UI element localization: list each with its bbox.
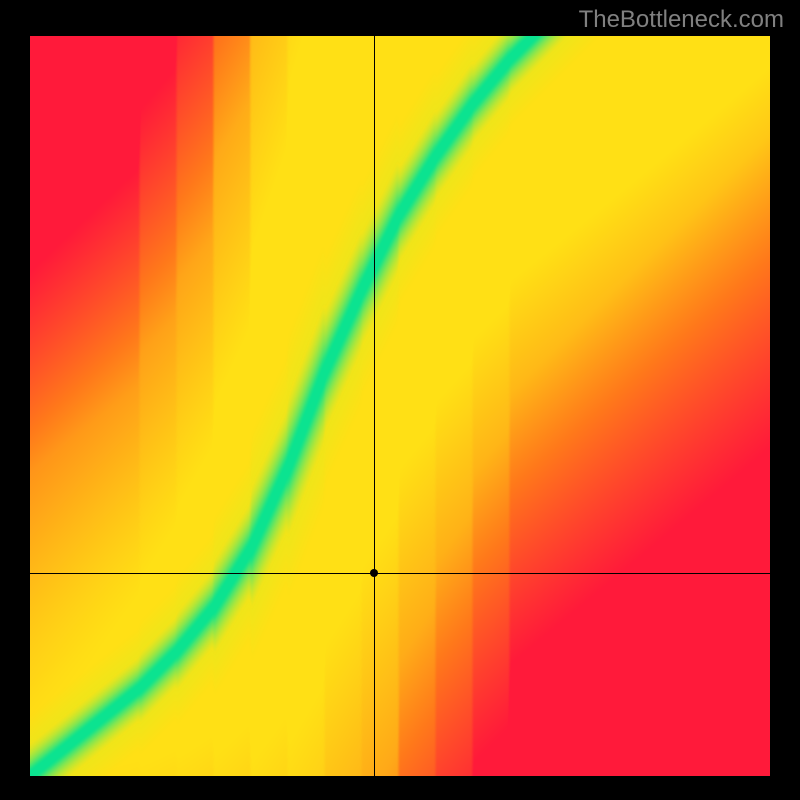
watermark-text: TheBottleneck.com <box>579 6 784 34</box>
crosshair-horizontal <box>30 573 770 574</box>
crosshair-vertical <box>374 36 375 776</box>
heatmap-canvas <box>30 36 770 776</box>
crosshair-marker-dot <box>370 569 378 577</box>
heatmap-plot <box>30 36 770 776</box>
